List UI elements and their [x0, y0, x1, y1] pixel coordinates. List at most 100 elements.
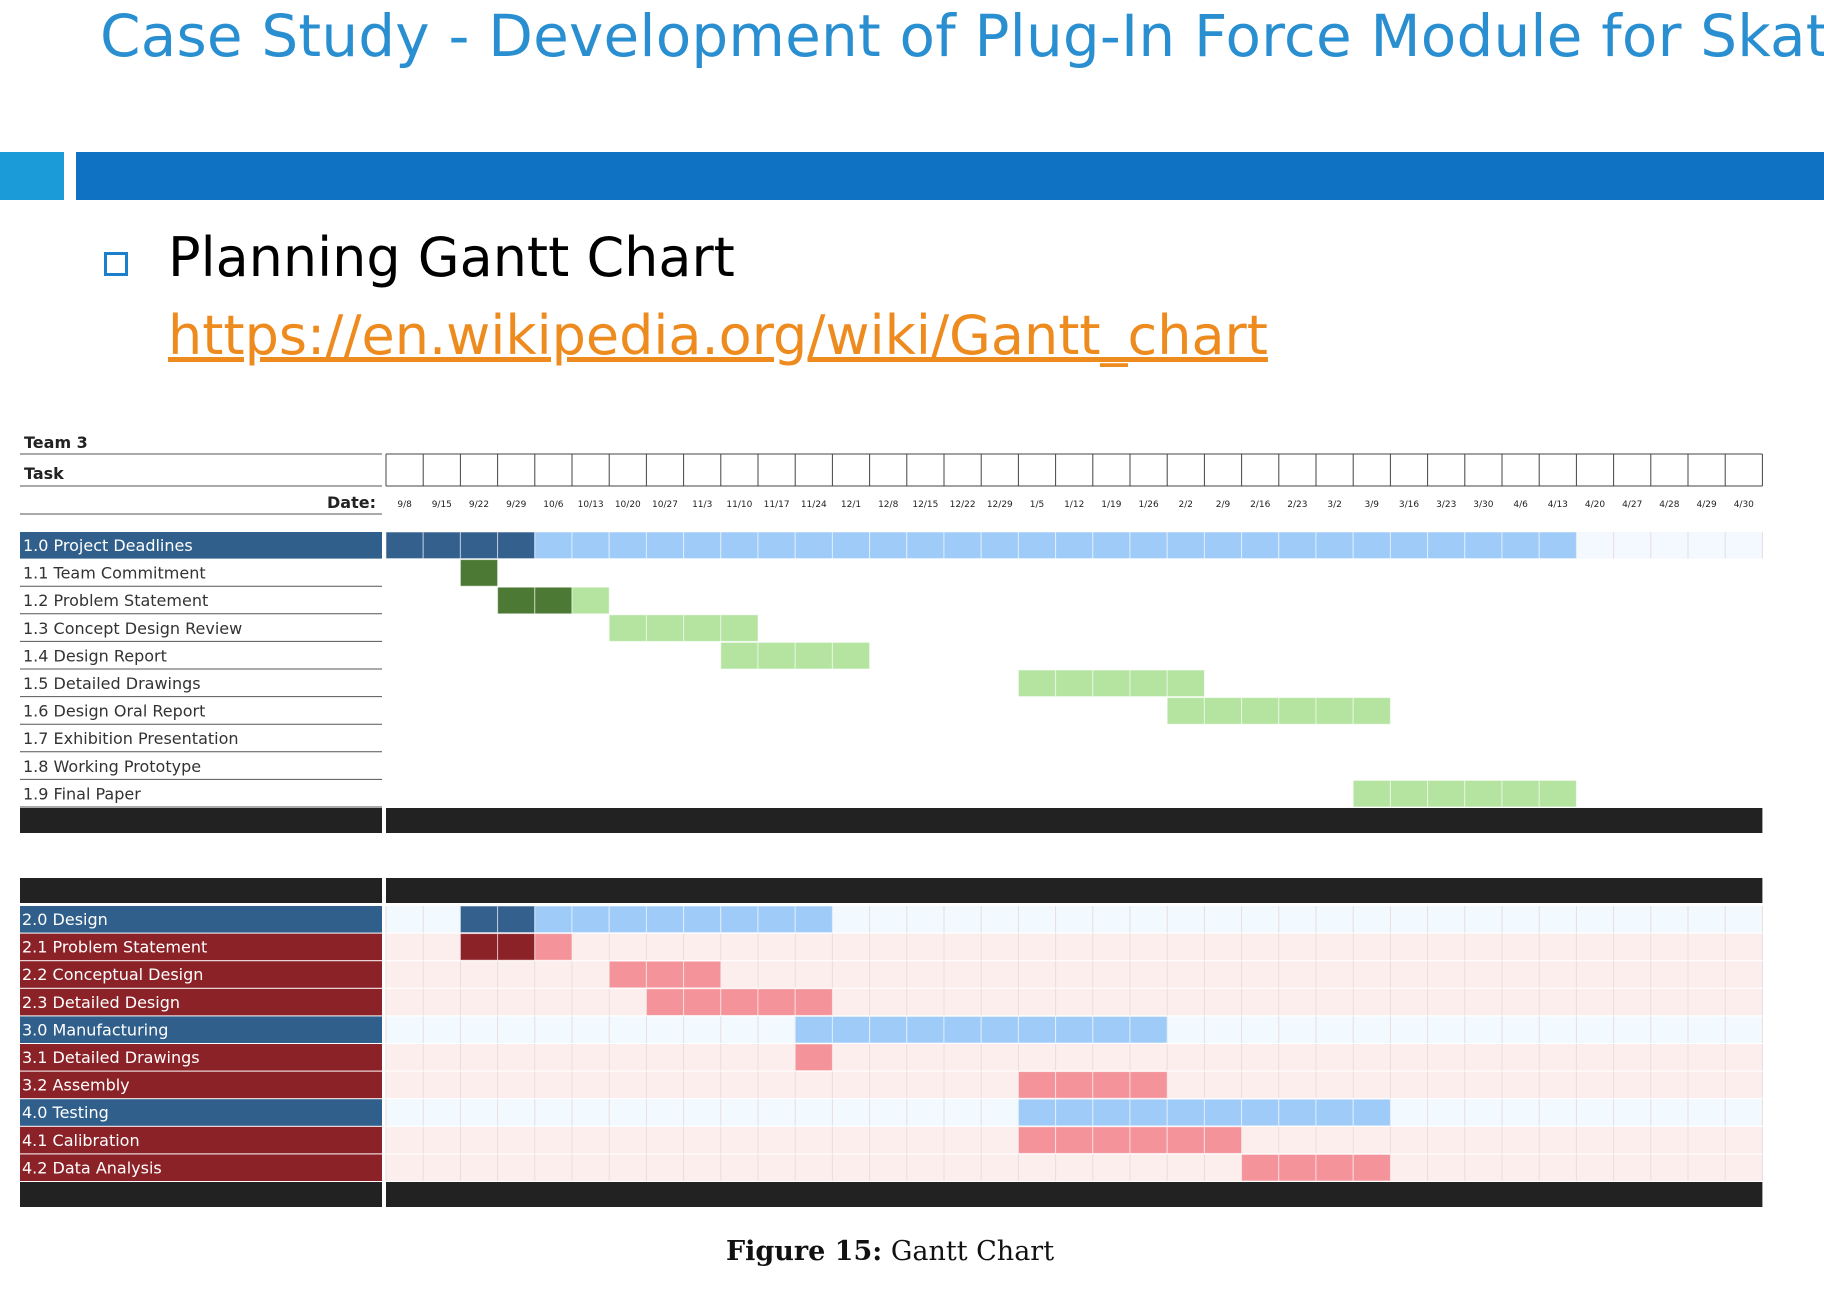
- gantt-bar-planned: [1055, 1098, 1094, 1127]
- gantt-bar-planned: [1315, 1153, 1354, 1182]
- gantt-bar-planned: [1464, 531, 1503, 560]
- slide-title: Case Study - Development of Plug-In Forc…: [100, 2, 1824, 70]
- date-tick-label: 4/27: [1622, 500, 1642, 510]
- date-tick-label: 9/22: [469, 500, 489, 510]
- task-label-bg: [20, 1154, 382, 1181]
- gantt-bar-planned: [1352, 1153, 1391, 1182]
- gantt-bar-planned: [794, 988, 833, 1016]
- date-tick-label: 10/27: [652, 500, 678, 510]
- date-tick-label: 4/28: [1659, 500, 1679, 510]
- gantt-bar-planned: [1129, 669, 1168, 698]
- task-label-bg: [20, 961, 382, 988]
- gantt-bar-planned: [720, 905, 759, 934]
- summary-task-label: 1.0 Project Deadlines: [23, 536, 193, 555]
- gantt-bar-planned: [1352, 697, 1391, 725]
- task-label: 1.1 Team Commitment: [23, 564, 206, 583]
- gantt-bar-planned: [683, 988, 722, 1016]
- gantt-bar-planned: [645, 614, 685, 642]
- summary-task-label: 2.0 Design: [22, 910, 108, 929]
- section-separator: [20, 878, 382, 903]
- gantt-bar-planned: [1538, 779, 1577, 808]
- gantt-bar-planned: [1538, 531, 1577, 560]
- task-label: 1.8 Working Prototype: [23, 757, 201, 776]
- date-tick-label: 12/8: [878, 500, 898, 510]
- date-tick-label: 12/1: [841, 500, 861, 510]
- gantt-bar-planned: [1315, 1098, 1354, 1127]
- gantt-bar-planned: [1278, 1153, 1317, 1182]
- gantt-bar-planned: [1055, 1015, 1094, 1044]
- gantt-bar-planned: [869, 1015, 908, 1044]
- date-tick-label: 4/13: [1548, 500, 1568, 510]
- wikipedia-link[interactable]: https://en.wikipedia.org/wiki/Gantt_char…: [168, 304, 1268, 367]
- task-label: 2.2 Conceptual Design: [22, 965, 203, 984]
- bullet-square-icon: [104, 252, 128, 276]
- task-label: 4.1 Calibration: [22, 1131, 140, 1150]
- gantt-bar-planned: [1129, 1015, 1168, 1044]
- gantt-bar-planned: [534, 933, 573, 961]
- date-tick-label: 2/2: [1179, 500, 1193, 510]
- task-label-bg: [20, 1071, 382, 1099]
- date-tick-label: 1/5: [1030, 500, 1044, 510]
- gantt-bar-planned: [1092, 1098, 1131, 1127]
- gantt-bar-planned: [1278, 697, 1317, 725]
- gantt-bar-planned: [1129, 531, 1168, 560]
- gantt-bar-planned: [720, 641, 759, 670]
- task-label: 1.5 Detailed Drawings: [23, 674, 201, 693]
- gantt-bar-planned: [1203, 531, 1243, 560]
- gantt-bar-planned: [1017, 669, 1057, 698]
- gantt-bar-planned: [720, 531, 759, 560]
- gantt-bar-planned: [683, 905, 722, 934]
- gantt-bar-planned: [794, 531, 833, 560]
- date-tick-label: 4/30: [1734, 500, 1754, 510]
- gantt-bar-planned: [571, 905, 610, 934]
- date-tick-label: 1/26: [1138, 500, 1158, 510]
- gantt-bar-planned: [1241, 531, 1280, 560]
- gantt-chart: Team 3 Task Date: 9/8 9/15 9/22 9/29 10/6 10/13 1…: [20, 433, 1763, 1207]
- gantt-bar-planned: [794, 905, 833, 934]
- gantt-bar-planned: [1352, 1098, 1391, 1127]
- date-tick-label: 11/17: [764, 500, 790, 510]
- date-tick-label: 3/16: [1399, 500, 1419, 510]
- summary-label-bg: [20, 532, 382, 559]
- gantt-bar-planned: [1017, 1015, 1057, 1044]
- date-tick-label: 1/19: [1101, 500, 1121, 510]
- date-tick-label: 3/2: [1327, 500, 1341, 510]
- gantt-bar-planned: [1055, 531, 1094, 560]
- date-tick-label: 12/22: [950, 500, 976, 510]
- date-tick-label: 10/13: [578, 500, 604, 510]
- gantt-bar-planned: [1017, 531, 1057, 560]
- gantt-bar-done: [497, 586, 536, 615]
- gantt-bar-planned: [831, 1015, 871, 1044]
- gantt-bar-planned: [757, 905, 796, 934]
- task-label: 3.1 Detailed Drawings: [22, 1048, 200, 1067]
- bullet-heading: Planning Gantt Chart: [168, 226, 735, 289]
- summary-task-label: 3.0 Manufacturing: [22, 1020, 168, 1039]
- gantt-bar-planned: [1203, 1098, 1243, 1127]
- gantt-bar-planned: [1166, 531, 1205, 560]
- gantt-bar-planned: [1278, 1098, 1317, 1127]
- task-header: Task: [24, 464, 64, 483]
- gantt-bar-planned: [1352, 779, 1391, 808]
- gantt-bar-planned: [645, 531, 685, 560]
- gantt-bar-planned: [1017, 1126, 1057, 1154]
- gantt-bar-planned: [1055, 669, 1094, 698]
- date-tick-label: 3/30: [1473, 500, 1493, 510]
- gantt-bar-planned: [906, 531, 945, 560]
- gantt-bar-planned: [1241, 1153, 1280, 1182]
- title-band: [76, 152, 1824, 200]
- gantt-bar-planned: [1352, 531, 1391, 560]
- gantt-bar-planned: [794, 1043, 833, 1072]
- gantt-bar-planned: [1017, 1071, 1057, 1099]
- gantt-bar-planned: [1427, 779, 1466, 808]
- task-label: 1.7 Exhibition Presentation: [23, 729, 239, 748]
- date-tick-label: 9/29: [506, 500, 526, 510]
- gantt-bar-done: [385, 531, 424, 560]
- gantt-bar-planned: [1129, 1071, 1168, 1099]
- summary-task-label: 4.0 Testing: [22, 1103, 109, 1122]
- date-tick-label: 3/23: [1436, 500, 1456, 510]
- task-label: 1.4 Design Report: [23, 646, 167, 665]
- gantt-bar-planned: [683, 614, 722, 642]
- figure-caption: Figure 15: Gantt Chart: [0, 1236, 1780, 1267]
- title-band-accent: [0, 152, 64, 200]
- gantt-bar-done: [497, 905, 536, 934]
